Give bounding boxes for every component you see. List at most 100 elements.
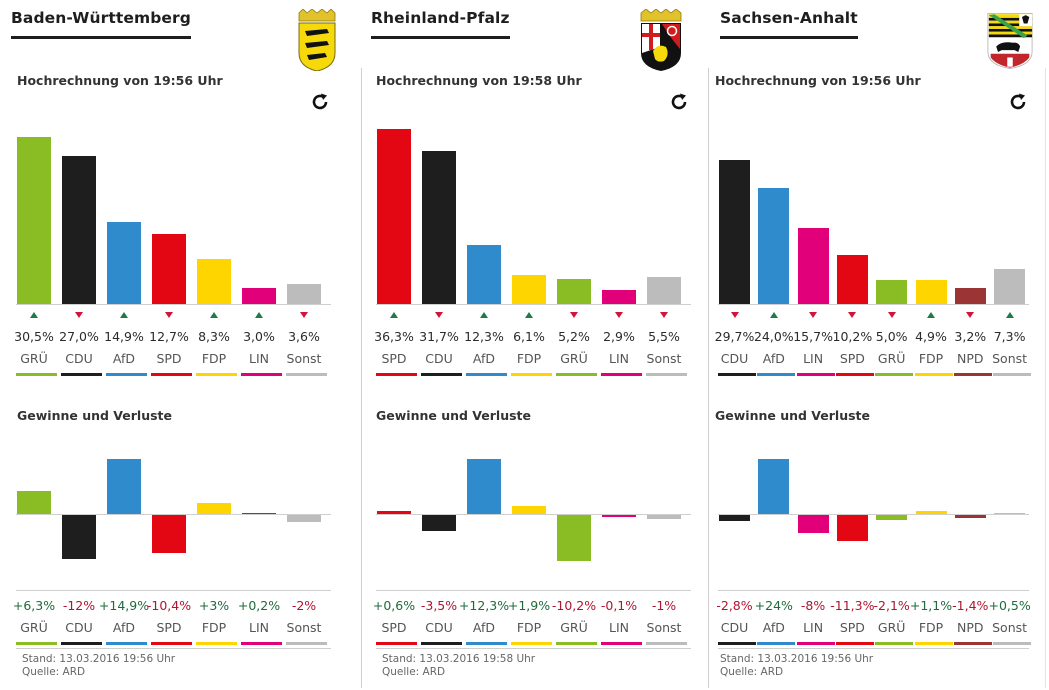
result-bar-sonst	[647, 277, 681, 304]
result-value: 5,2%	[558, 329, 590, 344]
panel-baden-wuerttemberg: Baden-Württemberg Hochrechnung von 19:56…	[0, 0, 360, 690]
result-value: 10,2%	[832, 329, 873, 344]
gains-zero-line	[16, 514, 331, 515]
gain-bar-cdu	[719, 515, 750, 522]
party-label: NPD	[957, 351, 984, 366]
refresh-icon[interactable]	[310, 92, 330, 112]
refresh-icon[interactable]	[669, 92, 689, 112]
party-label: FDP	[516, 620, 542, 635]
party-label: SPD	[381, 620, 407, 635]
result-bar-fdp	[915, 280, 947, 304]
result-value: 3,0%	[243, 329, 275, 344]
gains-divider	[16, 590, 331, 591]
party-underline	[757, 642, 796, 645]
party-label: AfD	[472, 351, 496, 366]
projection-title: Hochrechnung von 19:56 Uhr	[715, 73, 921, 88]
gain-value: -3,5%	[420, 598, 458, 613]
result-bar-fdp	[197, 258, 231, 304]
party-underline	[993, 373, 1032, 376]
trend-up-icon	[210, 312, 218, 318]
gain-bar-lin	[602, 515, 636, 517]
trend-up-icon	[390, 312, 398, 318]
result-bar-lin	[797, 227, 829, 304]
state-title: Rheinland-Pfalz	[371, 9, 510, 39]
trend-up-icon	[1005, 312, 1014, 318]
party-label: AfD	[762, 620, 785, 635]
gain-value: +0,2%	[237, 598, 281, 613]
gain-value: -12%	[62, 598, 96, 613]
gain-bar-lin	[242, 512, 276, 514]
state-title: Baden-Württemberg	[11, 9, 191, 39]
party-underline	[376, 373, 417, 376]
rheinland-pfalz-coat-icon	[640, 9, 682, 71]
party-label: Sonst	[646, 620, 682, 635]
results-baseline	[16, 304, 331, 305]
party-label: GRÜ	[560, 351, 588, 366]
result-value: 12,7%	[149, 329, 189, 344]
result-bar-sonst	[994, 268, 1026, 304]
party-underline	[61, 373, 102, 376]
gain-value: -2%	[291, 598, 317, 613]
gain-bar-afd	[758, 459, 790, 514]
gain-bar-afd	[107, 459, 141, 514]
party-label: LIN	[803, 351, 824, 366]
party-label: Sonst	[992, 351, 1028, 366]
party-label: CDU	[720, 620, 749, 635]
party-label: GRÜ	[560, 620, 588, 635]
party-label: Sonst	[992, 620, 1028, 635]
panel-divider	[708, 68, 709, 688]
result-bar-lin	[242, 287, 276, 304]
party-underline	[953, 642, 992, 645]
gain-bar-npd	[954, 515, 986, 519]
refresh-icon[interactable]	[1008, 92, 1028, 112]
party-underline	[466, 642, 507, 645]
panel-divider	[361, 68, 362, 688]
result-bar-afd	[467, 244, 501, 304]
party-underline	[151, 373, 192, 376]
gains-title: Gewinne und Verluste	[376, 408, 532, 423]
trend-down-icon	[300, 312, 308, 318]
result-value: 6,1%	[513, 329, 545, 344]
result-value: 5,5%	[648, 329, 680, 344]
result-bar-grü	[557, 278, 591, 304]
party-label: AfD	[472, 620, 496, 635]
panel-rheinland-pfalz: Rheinland-Pfalz Hochrechnung von 19:58 U…	[360, 0, 708, 690]
gain-value: +24%	[754, 598, 793, 613]
gain-bar-lin	[797, 515, 829, 534]
stand-info: Stand: 13.03.2016 19:56 Uhr Quelle: ARD	[720, 653, 873, 679]
gain-bar-cdu	[62, 515, 96, 560]
gain-bar-fdp	[512, 505, 546, 514]
party-underline	[556, 642, 597, 645]
party-underline	[601, 373, 642, 376]
gain-value: -2,8%	[716, 598, 753, 613]
party-underline	[646, 373, 687, 376]
stand-timestamp: Stand: 13.03.2016 19:56 Uhr	[720, 653, 874, 665]
party-label: CDU	[425, 351, 453, 366]
party-underline	[601, 642, 642, 645]
gain-value: +1,9%	[507, 598, 551, 613]
party-underline	[196, 642, 237, 645]
party-underline	[16, 642, 57, 645]
party-label: FDP	[201, 620, 227, 635]
gain-bar-spd	[152, 515, 186, 554]
party-underline	[151, 642, 192, 645]
panel-border	[1045, 68, 1046, 688]
party-label: CDU	[65, 351, 93, 366]
trend-down-icon	[435, 312, 443, 318]
gains-divider	[718, 590, 1029, 591]
trend-up-icon	[480, 312, 488, 318]
party-underline	[646, 642, 687, 645]
party-underline	[241, 373, 282, 376]
party-label: GRÜ	[877, 351, 906, 366]
trend-down-icon	[966, 312, 975, 318]
party-label: LIN	[248, 351, 269, 366]
party-underline	[511, 642, 552, 645]
trend-down-icon	[570, 312, 578, 318]
party-underline	[835, 373, 874, 376]
stand-divider	[718, 648, 1029, 649]
gain-bar-sonst	[994, 512, 1026, 514]
result-value: 14,9%	[104, 329, 144, 344]
party-underline	[106, 642, 147, 645]
result-bar-npd	[954, 288, 986, 304]
party-label: GRÜ	[877, 620, 906, 635]
